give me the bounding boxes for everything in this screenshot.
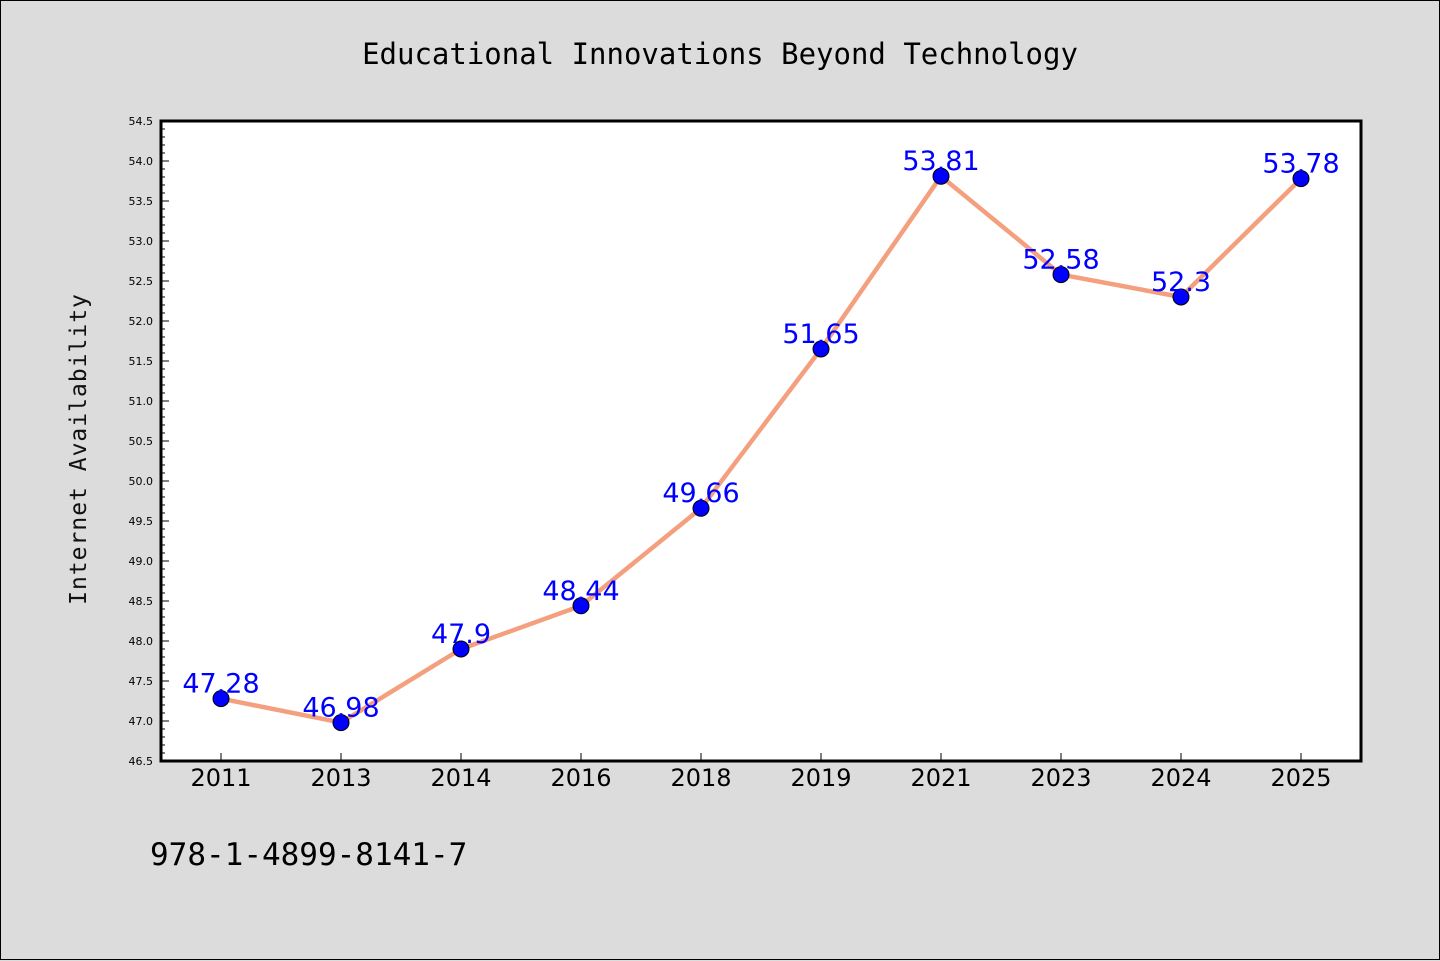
data-label: 48.44 — [542, 576, 619, 607]
y-tick-label: 54.0 — [129, 155, 154, 168]
x-tick-label: 2019 — [790, 764, 851, 792]
data-label: 52.3 — [1151, 267, 1211, 298]
series-line-layer — [220, 173, 1303, 725]
data-points — [212, 167, 1310, 732]
chart-title: Educational Innovations Beyond Technolog… — [362, 37, 1078, 71]
data-label: 47.9 — [431, 619, 491, 650]
y-tick-label: 52.5 — [129, 275, 154, 288]
data-point — [1172, 288, 1190, 306]
data-label: 47.28 — [182, 669, 259, 700]
y-axis-label: Internet Availability — [66, 293, 92, 605]
y-tick-label: 53.5 — [129, 195, 154, 208]
y-tick-label: 49.5 — [129, 515, 154, 528]
data-label: 46.98 — [302, 693, 379, 724]
y-tick-label: 53.0 — [129, 235, 154, 248]
data-point — [1052, 266, 1070, 284]
axis-ticks: 46.5 47.0 47.5 48.0 48.5 49.0 49.5 50.0 50.5 51.0… — [129, 115, 1332, 792]
y-tick-label: 52.0 — [129, 315, 154, 328]
data-point — [812, 340, 830, 358]
y-tick-label: 47.5 — [129, 675, 154, 688]
x-tick-label: 2025 — [1270, 764, 1331, 792]
x-tick-label: 2016 — [550, 764, 611, 792]
series-line — [220, 173, 1303, 725]
y-tick-label: 47.0 — [129, 715, 154, 728]
y-tick-label: 49.0 — [129, 555, 154, 568]
data-label: 49.66 — [662, 478, 739, 509]
data-point — [212, 690, 230, 708]
y-tick-label: 54.5 — [129, 115, 154, 128]
data-label: 53.78 — [1262, 149, 1339, 180]
data-point — [572, 597, 590, 615]
data-label: 53.81 — [902, 146, 979, 177]
data-point — [332, 714, 350, 732]
data-point — [932, 167, 950, 185]
y-tick-label: 50.5 — [129, 435, 154, 448]
x-tick-label: 2024 — [1150, 764, 1211, 792]
data-point — [1292, 170, 1310, 188]
data-point — [692, 499, 710, 517]
x-tick-label: 2018 — [670, 764, 731, 792]
y-tick-label: 46.5 — [129, 755, 154, 768]
x-tick-label: 2021 — [910, 764, 971, 792]
y-tick-label: 51.5 — [129, 355, 154, 368]
y-tick-label: 48.5 — [129, 595, 154, 608]
x-tick-label: 2013 — [310, 764, 371, 792]
data-label: 51.65 — [782, 319, 859, 350]
data-labels: 47.28 46.98 47.9 48.44 49.66 51.65 53.81 52.58 5… — [182, 146, 1339, 723]
x-tick-label: 2014 — [430, 764, 491, 792]
x-tick-label: 2023 — [1030, 764, 1091, 792]
y-tick-label: 50.0 — [129, 475, 154, 488]
y-tick-label: 51.0 — [129, 395, 154, 408]
isbn-text: 978-1-4899-8141-7 — [150, 837, 467, 873]
plot-area — [159, 119, 1363, 763]
y-tick-label: 48.0 — [129, 635, 154, 648]
x-tick-label: 2011 — [190, 764, 251, 792]
data-point — [452, 640, 470, 658]
data-label: 52.58 — [1022, 245, 1099, 276]
